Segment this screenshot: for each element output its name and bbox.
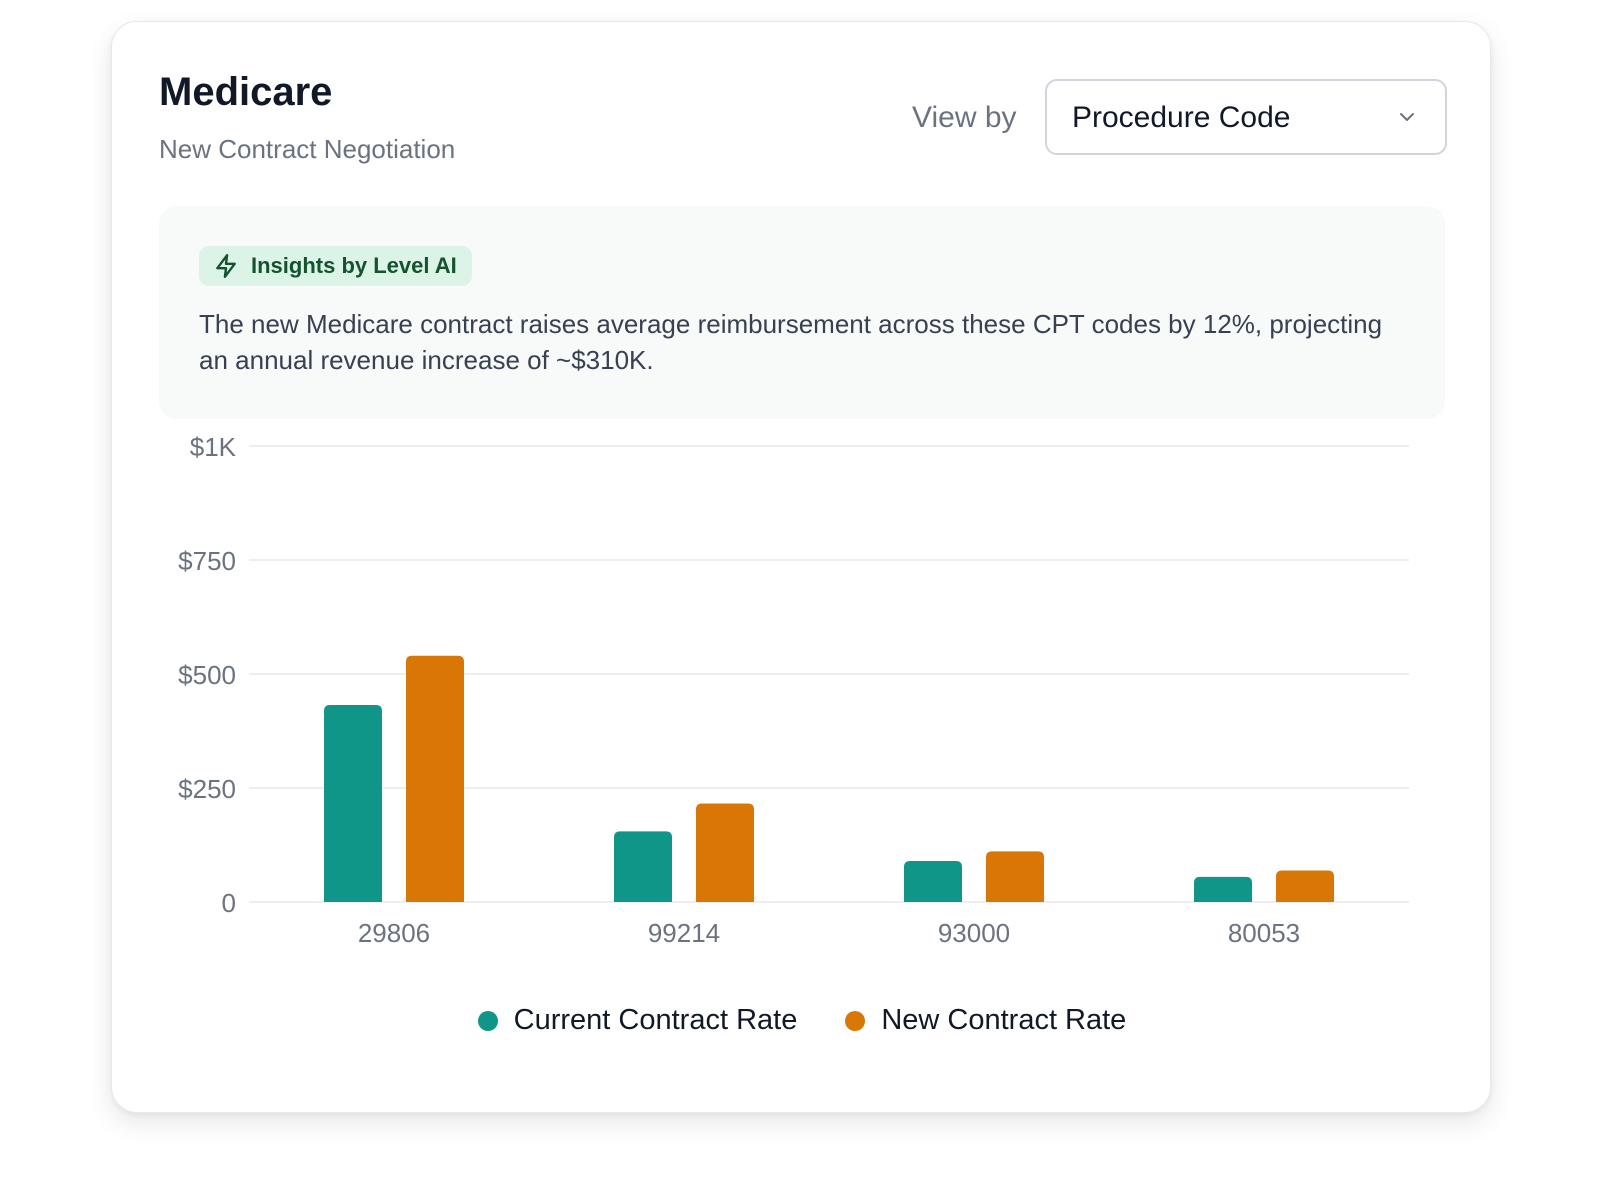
y-tick-label: $1K: [190, 432, 237, 462]
bar-new-29806[interactable]: [406, 655, 464, 902]
x-tick-label: 93000: [938, 918, 1010, 948]
x-tick-label: 29806: [358, 918, 430, 948]
chevron-down-icon: [1400, 113, 1414, 121]
bar-current-29806[interactable]: [324, 705, 382, 902]
y-tick-label: 0: [222, 888, 236, 918]
bar-new-80053[interactable]: [1276, 870, 1334, 902]
view-by-select[interactable]: Procedure Code: [1045, 79, 1447, 155]
legend-dot-current: [477, 1010, 498, 1031]
bar-new-93000[interactable]: [986, 851, 1044, 902]
bar-new-99214[interactable]: [696, 803, 754, 902]
chart-legend: Current Contract Rate New Contract Rate: [112, 1004, 1492, 1037]
view-by-label: View by: [912, 101, 1017, 134]
legend-label-current: Current Contract Rate: [513, 1004, 798, 1036]
bar-current-80053[interactable]: [1194, 876, 1252, 902]
view-by-selected-value: Procedure Code: [1072, 101, 1291, 134]
y-tick-label: $250: [178, 774, 236, 804]
insight-badge: Insights by Level AI: [199, 246, 472, 286]
lightning-bolt-icon: [216, 253, 236, 279]
bar-current-99214[interactable]: [614, 831, 672, 902]
chart-card: Medicare New Contract Negotiation View b…: [111, 21, 1491, 1113]
y-tick-label: $750: [178, 546, 236, 576]
legend-dot-new: [845, 1010, 866, 1031]
bar-current-93000[interactable]: [904, 860, 962, 902]
bar-chart: 0 $250 $500 $750 $1K 29806 99214 93000 80053: [178, 432, 1409, 948]
y-tick-label: $500: [178, 660, 236, 690]
legend-item-current[interactable]: Current Contract Rate: [477, 1004, 798, 1037]
insight-text: The new Medicare contract raises average…: [199, 309, 1383, 375]
page-subtitle: New Contract Negotiation: [159, 134, 456, 164]
insight-panel: Insights by Level AI The new Medicare co…: [159, 206, 1445, 419]
x-tick-label: 99214: [648, 918, 720, 948]
page-title: Medicare: [159, 70, 333, 114]
x-tick-label: 80053: [1228, 918, 1300, 948]
legend-item-new[interactable]: New Contract Rate: [845, 1004, 1126, 1037]
insight-badge-label: Insights by Level AI: [251, 253, 457, 278]
legend-label-new: New Contract Rate: [881, 1004, 1127, 1036]
